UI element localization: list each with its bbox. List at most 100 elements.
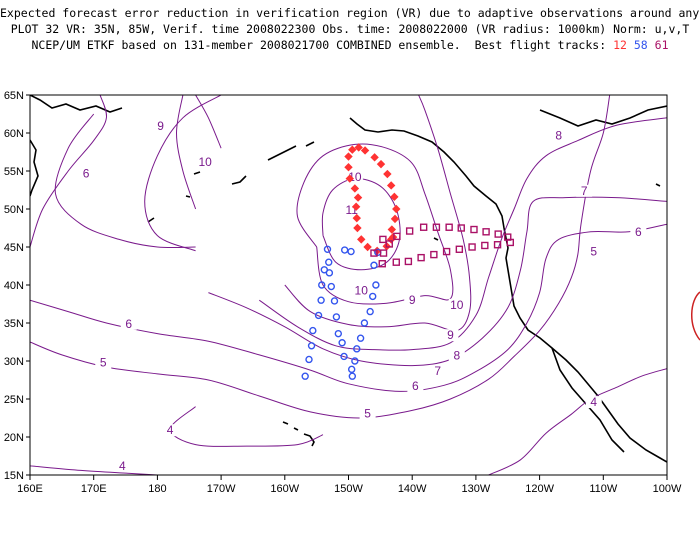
contour-line-8 <box>175 95 197 210</box>
track-61-point <box>419 223 428 231</box>
x-axis: 160E 170E 180 170W 160W 150W 140W 130W 120W 110W 1… <box>17 475 682 495</box>
contour-label-bg <box>448 298 465 311</box>
track-58-point <box>309 326 317 335</box>
track-58-point <box>372 281 380 289</box>
track-61-point <box>481 241 489 250</box>
track-61-point <box>405 227 414 235</box>
x-tick-label: 180 <box>148 483 166 495</box>
contour-label-bg <box>585 396 602 409</box>
track-61-point <box>393 232 401 241</box>
coastline-alaska-north <box>30 95 123 113</box>
track-58-point <box>351 357 359 365</box>
contour-line-8 <box>259 117 667 351</box>
track-61-point <box>470 225 478 234</box>
contour-line-4 <box>169 406 324 447</box>
y-tick-label: 60N <box>4 128 24 140</box>
contour-label-bg <box>78 167 95 180</box>
y-tick-label: 15N <box>4 470 24 482</box>
track-58-point <box>353 345 361 353</box>
contour-label-bg <box>162 424 179 437</box>
track-61-point <box>455 245 464 253</box>
contour-label-bg <box>120 317 137 330</box>
track-12-point <box>363 242 372 252</box>
track-61-point <box>445 223 453 231</box>
contour-label: 6 <box>83 166 90 180</box>
x-tick-label: 150W <box>334 483 363 495</box>
x-tick-label: 120W <box>525 483 554 495</box>
track-12-point <box>344 152 353 161</box>
contour-line-7 <box>208 196 667 367</box>
track-58-point <box>348 372 357 380</box>
x-tick-label: 130W <box>462 483 491 495</box>
track-61-point <box>370 249 378 257</box>
track-58-point <box>320 266 328 274</box>
title-line-3: NCEP/UM ETKF based on 131-member 2008021… <box>0 38 700 52</box>
contour-layer <box>30 95 667 475</box>
x-tick-label: 160E <box>17 483 43 495</box>
contour-line-9 <box>195 95 222 149</box>
track-61-point <box>404 257 413 266</box>
contour-line-4 <box>488 368 667 475</box>
track-12-point <box>387 225 397 234</box>
contour-label: 6 <box>635 225 642 239</box>
track-61-point <box>378 260 386 268</box>
track-12-point <box>352 213 361 223</box>
track-12-point <box>350 184 360 193</box>
track-58-point <box>370 261 378 269</box>
track-12-point <box>360 146 370 155</box>
contour-label-bg <box>359 407 376 420</box>
track-58-point <box>318 281 326 289</box>
contour-label-bg <box>95 356 112 369</box>
track-58-point <box>347 365 356 374</box>
aleutian-islands <box>147 141 315 223</box>
track-58-point <box>314 311 323 320</box>
track-61-point <box>379 249 388 257</box>
x-tick-label: 140W <box>398 483 427 495</box>
track-12-point <box>353 223 362 233</box>
contour-label-bg <box>585 245 602 258</box>
y-tick-label: 20N <box>4 432 24 444</box>
y-tick-label: 25N <box>4 394 24 406</box>
track-58-point <box>317 296 325 304</box>
contour-label-bg <box>442 329 459 342</box>
contour-label: 5 <box>590 245 597 259</box>
contour-label-bg <box>114 459 131 472</box>
contour-label: 4 <box>590 395 597 409</box>
track-58-point <box>360 319 369 327</box>
y-tick-label: 40N <box>4 280 24 292</box>
contour-label-bg <box>429 364 446 377</box>
contour-label: 10 <box>450 298 464 312</box>
track-58-point <box>332 313 341 321</box>
track-58-point <box>307 342 316 350</box>
track-61-point <box>432 223 441 231</box>
track-12-point <box>345 174 354 183</box>
track-58-point <box>347 247 355 256</box>
y-tick-label: 55N <box>4 166 24 178</box>
track-12-point <box>354 143 363 152</box>
contour-label: 8 <box>555 128 562 142</box>
contour-line-7 <box>144 95 222 252</box>
contour-label: 6 <box>125 317 132 331</box>
y-axis: 15N 20N 25N 30N 35N 40N 45N 50N 55N 60N 65N <box>4 90 30 482</box>
y-tick-label: 50N <box>4 204 24 216</box>
track-58-point <box>338 339 346 347</box>
x-tick-label: 170W <box>207 483 236 495</box>
track-61-point <box>430 250 438 259</box>
track-61-point <box>493 241 502 249</box>
contour-label-bg <box>576 184 593 197</box>
contour-label: 8 <box>453 349 460 363</box>
track-58-point <box>325 258 333 266</box>
track-61-point <box>417 253 425 262</box>
contour-label: 6 <box>412 379 419 393</box>
x-tick-label: 160W <box>270 483 299 495</box>
track-61-point <box>385 240 393 248</box>
track-58-point <box>305 355 313 364</box>
track-12-point <box>357 235 366 244</box>
track-58-point <box>356 334 365 342</box>
y-tick-label: 65N <box>4 90 24 102</box>
small-islands <box>185 183 661 241</box>
y-tick-label: 35N <box>4 318 24 330</box>
contour-label-bg <box>197 155 214 168</box>
